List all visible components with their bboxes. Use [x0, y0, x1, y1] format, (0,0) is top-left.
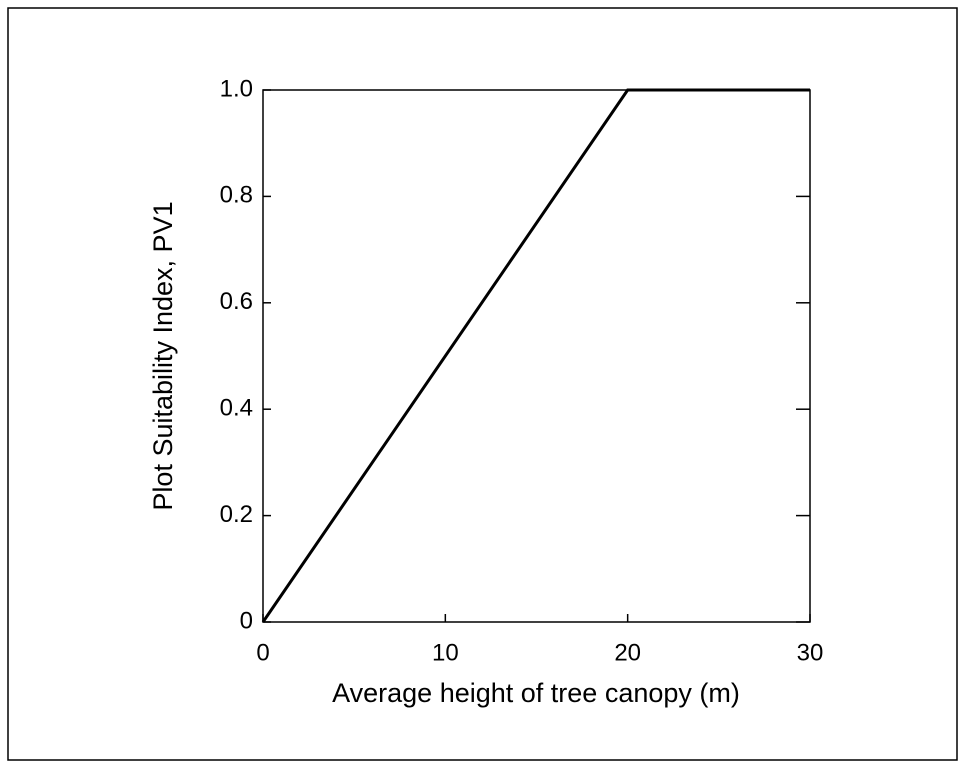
- x-axis-title: Average height of tree canopy (m): [332, 678, 740, 708]
- y-axis-title: Plot Suitability Index, PV1: [148, 201, 178, 510]
- x-tick-label: 20: [614, 639, 641, 666]
- y-tick-label: 1.0: [220, 75, 253, 102]
- y-tick-label: 0.4: [220, 395, 253, 422]
- y-tick-label: 0.8: [220, 182, 253, 209]
- frame: [7, 7, 958, 761]
- y-tick-label: 0: [240, 607, 253, 634]
- y-tick-label: 0.6: [220, 288, 253, 315]
- y-tick-label: 0.2: [220, 501, 253, 528]
- x-tick-label: 10: [432, 639, 459, 666]
- line: [261, 88, 810, 623]
- x-tick-label: 30: [797, 639, 824, 666]
- x-tick-label: 0: [256, 639, 269, 666]
- plot-area: [262, 89, 811, 623]
